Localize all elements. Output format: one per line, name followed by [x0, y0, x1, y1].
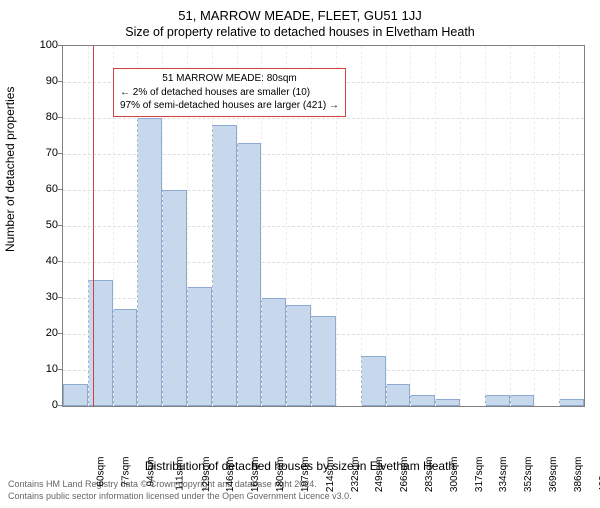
- grid-line-v: [361, 46, 362, 406]
- histogram-bar: [88, 280, 113, 406]
- plot-area: 51 MARROW MEADE: 80sqm ← 2% of detached …: [62, 45, 585, 407]
- footer-line2: Contains public sector information licen…: [8, 491, 600, 503]
- histogram-bar: [63, 384, 88, 406]
- histogram-bar: [485, 395, 510, 406]
- x-tick-label: 129sqm: [201, 457, 212, 493]
- y-tick-label: 10: [46, 363, 58, 375]
- x-tick-label: 60sqm: [96, 457, 107, 487]
- y-tick-label: 90: [46, 75, 58, 87]
- histogram-bar: [261, 298, 286, 406]
- x-tick-label: 94sqm: [146, 457, 157, 487]
- grid-line-v: [410, 46, 411, 406]
- x-tick-label: 180sqm: [275, 457, 286, 493]
- annotation-line2: 97% of semi-detached houses are larger (…: [120, 99, 339, 113]
- x-tick-label: 386sqm: [573, 457, 584, 493]
- chart-wrapper: 51, MARROW MEADE, FLEET, GU51 1JJ Size o…: [0, 8, 600, 508]
- histogram-bar: [559, 399, 584, 406]
- x-tick-label: 266sqm: [399, 457, 410, 493]
- histogram-bar: [187, 287, 212, 406]
- x-tick-label: 77sqm: [121, 457, 132, 487]
- x-tick-label: 317sqm: [474, 457, 485, 493]
- x-tick-label: 334sqm: [498, 457, 509, 493]
- grid-line-v: [559, 46, 560, 406]
- chart-subtitle: Size of property relative to detached ho…: [0, 25, 600, 39]
- histogram-bar: [435, 399, 460, 406]
- grid-line-v: [88, 46, 89, 406]
- y-tick-label: 70: [46, 147, 58, 159]
- grid-line-v: [485, 46, 486, 406]
- grid-line-v: [386, 46, 387, 406]
- histogram-bar: [510, 395, 535, 406]
- x-tick-label: 352sqm: [523, 457, 534, 493]
- grid-line-v: [534, 46, 535, 406]
- histogram-bar: [361, 356, 386, 406]
- y-tick-label: 80: [46, 111, 58, 123]
- y-tick-label: 60: [46, 183, 58, 195]
- histogram-bar: [212, 125, 237, 406]
- histogram-bar: [286, 305, 311, 406]
- histogram-bar: [137, 118, 162, 406]
- y-tick-label: 30: [46, 291, 58, 303]
- y-tick-label: 20: [46, 327, 58, 339]
- x-tick-label: 232sqm: [350, 457, 361, 493]
- y-tick-label: 50: [46, 219, 58, 231]
- x-tick-label: 111sqm: [174, 457, 185, 491]
- annotation-box: 51 MARROW MEADE: 80sqm ← 2% of detached …: [113, 68, 346, 117]
- x-tick-label: 197sqm: [300, 457, 311, 493]
- x-tick-label: 163sqm: [250, 457, 261, 493]
- grid-line-v: [435, 46, 436, 406]
- y-tick-label: 40: [46, 255, 58, 267]
- x-tick-label: 214sqm: [325, 457, 336, 493]
- grid-line-v: [460, 46, 461, 406]
- y-tick-label: 100: [40, 39, 58, 51]
- histogram-bar: [410, 395, 435, 406]
- x-tick-label: 283sqm: [424, 457, 435, 493]
- x-axis: 60sqm77sqm94sqm111sqm129sqm146sqm163sqm1…: [62, 407, 585, 459]
- y-axis: 0102030405060708090100: [0, 45, 62, 405]
- histogram-bar: [162, 190, 187, 406]
- histogram-bar: [311, 316, 336, 406]
- x-tick-label: 146sqm: [226, 457, 237, 493]
- x-tick-label: 300sqm: [449, 457, 460, 493]
- x-tick-label: 369sqm: [548, 457, 559, 493]
- annotation-line1: ← 2% of detached houses are smaller (10): [120, 86, 339, 100]
- histogram-bar: [113, 309, 138, 406]
- x-tick-label: 249sqm: [374, 457, 385, 493]
- histogram-bar: [237, 143, 262, 406]
- histogram-bar: [386, 384, 411, 406]
- grid-line-v: [510, 46, 511, 406]
- annotation-title: 51 MARROW MEADE: 80sqm: [120, 72, 339, 86]
- chart-title: 51, MARROW MEADE, FLEET, GU51 1JJ: [0, 8, 600, 23]
- marker-line: [93, 46, 94, 406]
